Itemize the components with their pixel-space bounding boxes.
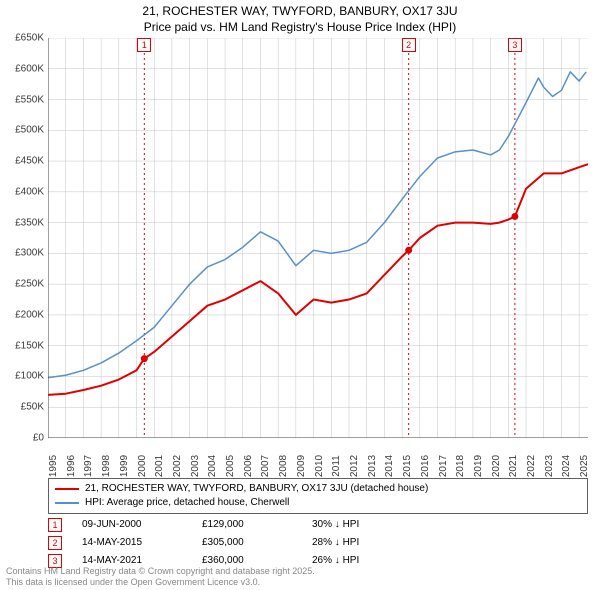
x-tick-label: 1997 <box>83 455 94 477</box>
x-tick-label: 2016 <box>420 455 431 477</box>
title-block: 21, ROCHESTER WAY, TWYFORD, BANBURY, OX1… <box>0 0 600 35</box>
x-tick-label: 2002 <box>172 455 183 477</box>
x-tick-label: 2018 <box>455 455 466 477</box>
y-tick-label: £250K <box>15 279 44 290</box>
x-tick-label: 2003 <box>190 455 201 477</box>
chart-marker-badge: 3 <box>508 38 522 52</box>
x-tick-label: 1995 <box>48 455 59 477</box>
x-tick-label: 2005 <box>225 455 236 477</box>
x-tick-label: 2004 <box>207 455 218 477</box>
legend-row-2: HPI: Average price, detached house, Cher… <box>55 496 581 510</box>
y-tick-label: £350K <box>15 217 44 228</box>
x-tick-label: 2015 <box>402 455 413 477</box>
x-tick-label: 2014 <box>384 455 395 477</box>
x-tick-label: 2017 <box>438 455 449 477</box>
legend-swatch-1 <box>55 488 79 490</box>
x-tick-label: 2009 <box>296 455 307 477</box>
chart-marker-badge: 1 <box>137 38 151 52</box>
x-tick-label: 1999 <box>119 455 130 477</box>
x-tick-label: 2001 <box>154 455 165 477</box>
legend: 21, ROCHESTER WAY, TWYFORD, BANBURY, OX1… <box>48 478 588 514</box>
x-tick-label: 2006 <box>243 455 254 477</box>
marker-date: 14-MAY-2015 <box>82 534 182 552</box>
x-axis-labels: 1995 1996 1997 1998 1999 2000 2001 2002 2003 2004… <box>48 438 588 478</box>
marker-row: 1 09-JUN-2000 £129,000 30% ↓ HPI <box>48 516 588 534</box>
footer-line-2: This data is licensed under the Open Gov… <box>6 577 315 588</box>
title-line-2: Price paid vs. HM Land Registry's House … <box>0 20 600 36</box>
marker-price: £305,000 <box>202 534 292 552</box>
marker-row: 2 14-MAY-2015 £305,000 28% ↓ HPI <box>48 534 588 552</box>
x-tick-label: 2007 <box>260 455 271 477</box>
x-tick-label: 2010 <box>314 455 325 477</box>
chart-svg <box>48 38 588 438</box>
x-tick-label: 2020 <box>491 455 502 477</box>
legend-swatch-2 <box>55 502 79 504</box>
x-tick-label: 2000 <box>137 455 148 477</box>
legend-label-2: HPI: Average price, detached house, Cher… <box>85 496 289 510</box>
y-tick-label: £300K <box>15 248 44 259</box>
y-tick-label: £50K <box>21 402 44 413</box>
chart-container: 21, ROCHESTER WAY, TWYFORD, BANBURY, OX1… <box>0 0 600 590</box>
y-tick-label: £150K <box>15 340 44 351</box>
x-tick-label: 1996 <box>66 455 77 477</box>
legend-row-1: 21, ROCHESTER WAY, TWYFORD, BANBURY, OX1… <box>55 482 581 496</box>
x-tick-label: 2025 <box>579 455 590 477</box>
y-tick-label: £200K <box>15 309 44 320</box>
x-tick-label: 2011 <box>331 455 342 477</box>
marker-delta: 30% ↓ HPI <box>312 516 412 534</box>
marker-table: 1 09-JUN-2000 £129,000 30% ↓ HPI 2 14-MAY-201… <box>48 516 588 570</box>
x-tick-label: 2019 <box>473 455 484 477</box>
x-tick-label: 2023 <box>544 455 555 477</box>
y-tick-label: £600K <box>15 63 44 74</box>
y-tick-label: £0 <box>33 433 44 444</box>
marker-delta: 26% ↓ HPI <box>312 552 412 570</box>
x-tick-label: 2021 <box>508 455 519 477</box>
x-tick-label: 1998 <box>101 455 112 477</box>
marker-date: 09-JUN-2000 <box>82 516 182 534</box>
marker-delta: 28% ↓ HPI <box>312 534 412 552</box>
marker-badge: 1 <box>48 518 62 532</box>
chart-marker-badge: 2 <box>402 38 416 52</box>
y-tick-label: £550K <box>15 94 44 105</box>
y-tick-label: £650K <box>15 33 44 44</box>
y-axis-labels: £0£50K£100K£150K£200K£250K£300K£350K£400… <box>0 38 48 438</box>
legend-label-1: 21, ROCHESTER WAY, TWYFORD, BANBURY, OX1… <box>85 482 428 496</box>
chart-plot-area: 1 2 3 <box>48 38 588 438</box>
x-tick-label: 2012 <box>349 455 360 477</box>
title-line-1: 21, ROCHESTER WAY, TWYFORD, BANBURY, OX1… <box>0 4 600 20</box>
footer: Contains HM Land Registry data © Crown c… <box>6 566 315 588</box>
x-tick-label: 2022 <box>526 455 537 477</box>
marker-price: £129,000 <box>202 516 292 534</box>
y-tick-label: £100K <box>15 371 44 382</box>
y-tick-label: £450K <box>15 156 44 167</box>
footer-line-1: Contains HM Land Registry data © Crown c… <box>6 566 315 577</box>
marker-badge: 2 <box>48 536 62 550</box>
x-tick-label: 2013 <box>367 455 378 477</box>
y-tick-label: £400K <box>15 186 44 197</box>
x-tick-label: 2024 <box>561 455 572 477</box>
y-tick-label: £500K <box>15 125 44 136</box>
x-tick-label: 2008 <box>278 455 289 477</box>
